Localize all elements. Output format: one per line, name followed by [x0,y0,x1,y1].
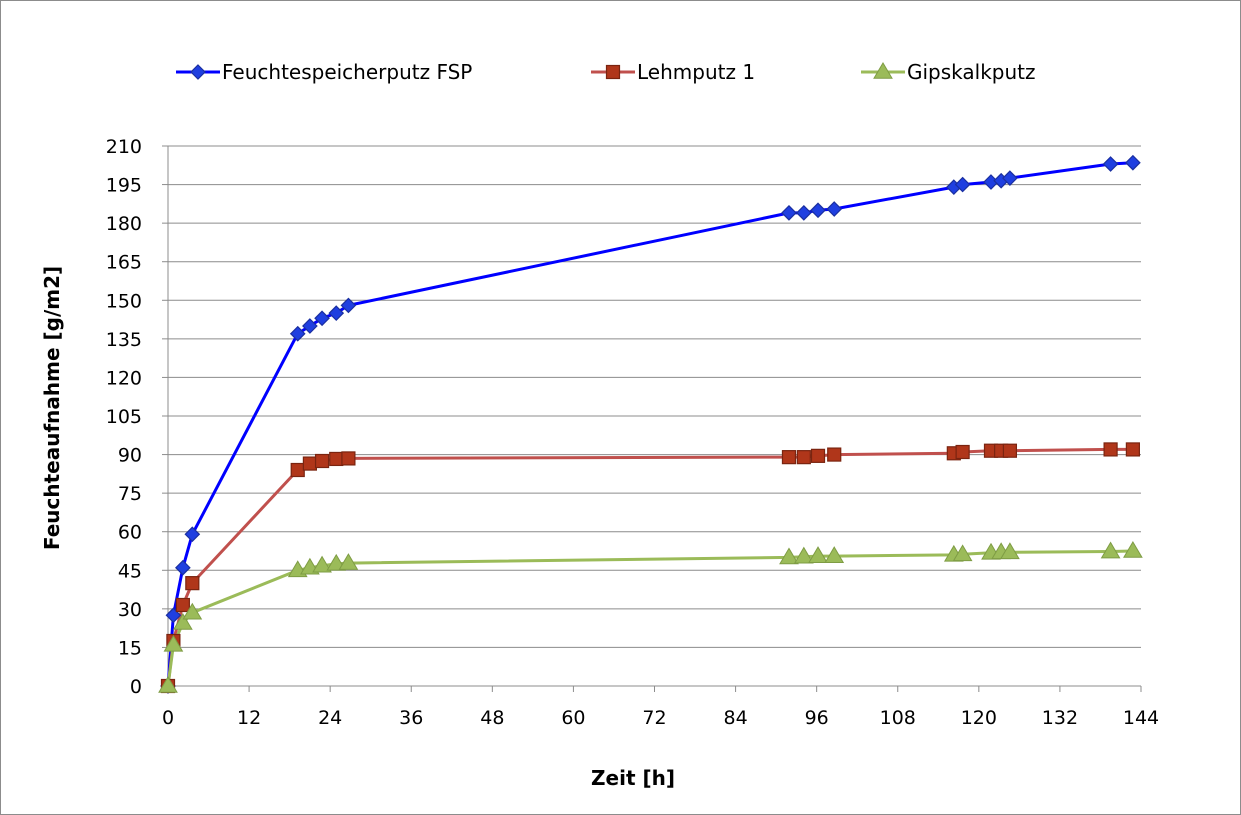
series-3-point-12 [824,546,845,563]
series-1-point-17 [1002,170,1018,186]
series-3-point-8 [338,553,359,570]
series-3-point-2 [172,613,193,630]
series-1-line [166,161,1133,687]
x-tick-label-108: 108 [880,707,916,729]
x-tick-label-12: 12 [237,707,261,729]
series-3-point-10 [793,546,814,564]
y-tick-label-75: 75 [118,483,142,505]
legend-series-2-swatch-marker [605,64,621,80]
x-tick-label-24: 24 [318,707,342,729]
series-1-point-2 [175,559,191,576]
series-1-point-9 [781,205,797,221]
x-tick-label-48: 48 [480,707,504,729]
y-tick-label-165: 165 [106,252,142,274]
series-1-point-18 [1102,156,1119,172]
series-2-point-17 [1002,443,1018,458]
series-1-point-7 [328,305,345,321]
series-1-point-6 [314,310,330,327]
y-axis-title: Feuchteaufnahme [g/m2] [40,266,64,550]
y-tick-label-105: 105 [106,406,142,428]
series-2-point-14 [955,444,970,460]
series-1-point-5 [302,318,318,334]
series-2-point-5 [302,456,317,471]
series-3-point-19 [1123,541,1143,558]
y-tick-label-120: 120 [106,367,142,389]
series-3-point-11 [808,546,828,563]
series-2-point-18 [1103,442,1118,457]
series-1-point-11 [810,202,826,219]
series-lines [166,161,1133,687]
y-tick-label-60: 60 [118,522,142,544]
series-2-point-10 [796,450,811,465]
series-2-point-4 [290,462,305,478]
x-tick-label-84: 84 [723,707,747,729]
series-2-point-2 [175,597,190,613]
y-tick-label-150: 150 [106,290,142,312]
x-tick-label-0: 0 [162,707,174,729]
series-2-point-9 [781,450,797,465]
series-1-point-8 [340,297,357,314]
y-tick-label-30: 30 [118,599,142,621]
series-1-point-10 [795,205,812,221]
x-tick-label-144: 144 [1123,707,1159,729]
x-tick-label-132: 132 [1042,707,1078,729]
series-3-point-6 [312,555,332,573]
series-3-point-0 [158,676,178,693]
y-tick-label-45: 45 [118,560,142,582]
legend-series-3-swatch-marker [873,62,893,79]
y-tick-label-90: 90 [118,445,142,467]
legend-series-3-label: Gipskalkputz [907,60,1036,84]
legend-series-1-label: Feuchtespeicherputz FSP [222,60,472,84]
axes [162,145,1142,692]
series-2-point-19 [1125,442,1140,457]
y-tick-label-0: 0 [130,676,142,698]
x-tick-label-96: 96 [805,707,829,729]
series-1-point-12 [826,201,843,217]
legend-series-2-label: Lehmputz 1 [637,60,755,84]
series-1-point-4 [289,325,306,342]
series-3-point-17 [1000,542,1020,560]
series-3-point-1 [163,634,184,652]
series-1-point-14 [954,176,971,193]
series-2-point-8 [341,451,356,466]
series-markers [158,154,1143,694]
series-2-point-3 [185,576,200,591]
x-tick-label-36: 36 [399,707,423,729]
y-tick-label-15: 15 [118,637,142,659]
x-axis-title: Zeit [h] [591,766,675,790]
legend-series-1-swatch-marker [190,64,206,80]
y-tick-label-210: 210 [106,136,142,158]
y-tick-label-195: 195 [106,175,142,197]
series-2-point-6 [314,453,330,469]
y-tick-label-135: 135 [106,329,142,351]
y-tick-label-180: 180 [106,213,142,235]
tick-labels: 0 15 30 45 60 75 90 105 120 135 150 165 180 195 210 0 12… [106,136,1159,729]
series-2-point-7 [329,451,344,467]
series-3-point-14 [952,544,973,562]
x-tick-label-120: 120 [961,707,997,729]
series-1-point-3 [184,526,201,543]
series-3-point-9 [779,547,799,565]
series-2-point-12 [827,447,842,462]
x-tick-label-60: 60 [561,707,585,729]
series-2-point-11 [810,448,826,463]
series-3-point-18 [1100,541,1121,559]
series-3-point-3 [182,602,203,620]
x-tick-label-72: 72 [642,707,666,729]
series-1-point-19 [1125,154,1141,171]
legend: Feuchtespeicherputz FSP Lehmputz 1 Gipskal… [176,60,1036,84]
